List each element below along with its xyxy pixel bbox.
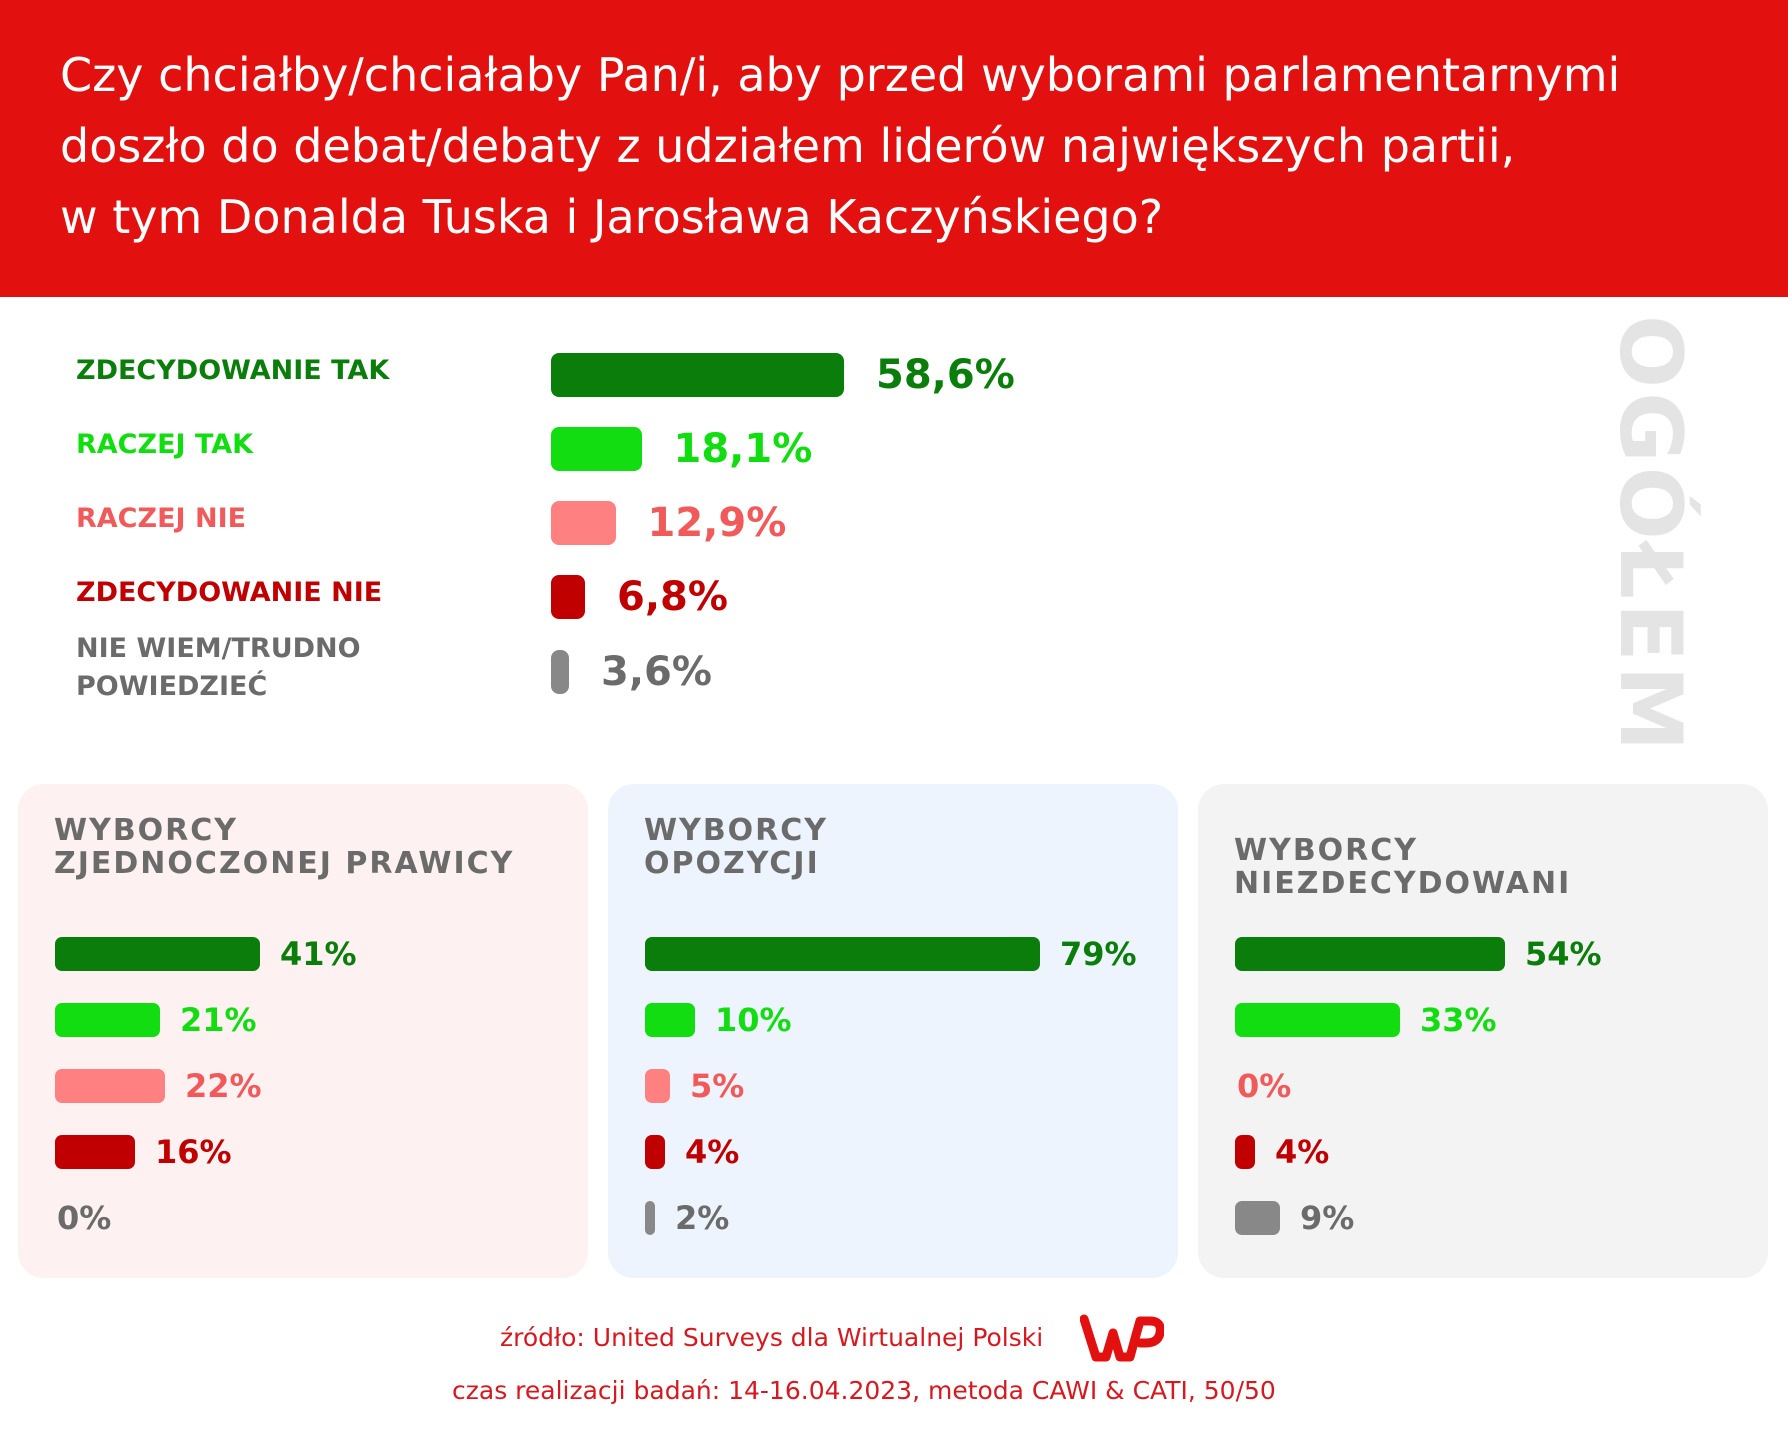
data-label: 4%: [1275, 1133, 1330, 1171]
category-label: RACZEJ NIE: [76, 500, 246, 538]
bar: [1235, 1003, 1400, 1037]
bar: [55, 1003, 160, 1037]
data-label: 18,1%: [673, 426, 813, 472]
bar: [1235, 1201, 1280, 1235]
data-label: 4%: [685, 1133, 740, 1171]
segment-panel: WYBORCY OPOZYCJI: [608, 784, 1178, 1278]
panel-title: WYBORCY ZJEDNOCZONEJ PRAWICY: [54, 814, 514, 880]
data-label: 16%: [155, 1133, 232, 1171]
category-label: ZDECYDOWANIE TAK: [76, 352, 389, 390]
data-label: 10%: [715, 1001, 792, 1039]
category-label-line: ZDECYDOWANIE NIE: [76, 577, 383, 608]
bar: [551, 353, 844, 397]
bar: [645, 1069, 670, 1103]
bar: [1235, 937, 1505, 971]
data-label: 22%: [185, 1067, 262, 1105]
data-label: 54%: [1525, 935, 1602, 973]
category-label: RACZEJ TAK: [76, 426, 253, 464]
bar: [645, 1135, 665, 1169]
panel-title-line: WYBORCY: [644, 813, 829, 848]
category-label-line: RACZEJ TAK: [76, 429, 254, 460]
category-label-line: RACZEJ NIE: [76, 503, 247, 534]
bar: [645, 937, 1040, 971]
category-label: NIE WIEM/TRUDNO POWIEDZIEĆ: [76, 630, 361, 706]
title-line: doszło do debat/debaty z udziałem lideró…: [60, 119, 1516, 173]
bar: [645, 1201, 655, 1235]
bar: [55, 937, 260, 971]
category-label-line: NIE WIEM/TRUDNO: [76, 633, 361, 664]
panel-title-line: WYBORCY: [1234, 833, 1419, 868]
panel-title-line: WYBORCY: [54, 813, 239, 848]
data-label: 3,6%: [601, 649, 712, 695]
category-label: ZDECYDOWANIE NIE: [76, 574, 382, 612]
bar: [551, 575, 585, 619]
category-label-line: ZDECYDOWANIE TAK: [76, 355, 390, 386]
data-label: 0%: [57, 1199, 112, 1237]
source-text: źródło: United Surveys dla Wirtualnej Po…: [500, 1323, 1044, 1352]
data-label: 41%: [280, 935, 357, 973]
panel-title: WYBORCY NIEZDECYDOWANI: [1234, 834, 1571, 900]
data-label: 2%: [675, 1199, 730, 1237]
panel-title-line: NIEZDECYDOWANI: [1234, 866, 1572, 901]
bar: [551, 501, 616, 545]
header-banner: Czy chciałby/chciałaby Pan/i, aby przed …: [0, 0, 1788, 297]
wp-logo-icon: [1080, 1314, 1164, 1362]
method-text: czas realizacji badań: 14-16.04.2023, me…: [452, 1376, 1276, 1405]
bar: [551, 427, 642, 471]
bar: [55, 1135, 135, 1169]
data-label: 21%: [180, 1001, 257, 1039]
data-label: 58,6%: [876, 352, 1015, 398]
chart-title: Czy chciałby/chciałaby Pan/i, aby przed …: [60, 40, 1760, 253]
panel-title: WYBORCY OPOZYCJI: [644, 814, 828, 880]
data-label: 79%: [1060, 935, 1137, 973]
data-label: 12,9%: [647, 500, 787, 546]
title-line: w tym Donalda Tuska i Jarosława Kaczyńsk…: [60, 190, 1164, 244]
data-label: 33%: [1420, 1001, 1497, 1039]
title-line: Czy chciałby/chciałaby Pan/i, aby przed …: [60, 48, 1621, 102]
data-label: 9%: [1300, 1199, 1355, 1237]
panel-title-line: OPOZYCJI: [644, 846, 820, 881]
bar: [1235, 1135, 1255, 1169]
category-label-line: POWIEDZIEĆ: [76, 671, 268, 702]
side-label-text: OGÓŁEM: [1600, 314, 1700, 756]
data-label: 5%: [690, 1067, 745, 1105]
data-label: 0%: [1237, 1067, 1292, 1105]
side-label-ogolem: OGÓŁEM: [1580, 315, 1720, 755]
bar: [645, 1003, 695, 1037]
bar: [55, 1069, 165, 1103]
data-label: 6,8%: [617, 574, 728, 620]
panel-title-line: ZJEDNOCZONEJ PRAWICY: [54, 846, 515, 881]
bar: [551, 650, 569, 694]
